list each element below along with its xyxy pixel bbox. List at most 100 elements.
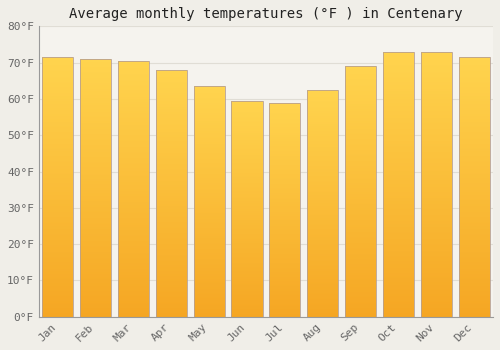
Bar	[383, 248, 414, 249]
Bar	[80, 130, 111, 131]
Bar	[80, 241, 111, 242]
Bar	[383, 136, 414, 138]
Bar	[232, 282, 262, 283]
Bar	[232, 274, 262, 275]
Bar	[270, 166, 300, 167]
Bar	[118, 185, 149, 186]
Bar	[458, 248, 490, 249]
Bar	[156, 140, 187, 141]
Bar	[458, 195, 490, 196]
Bar	[42, 226, 74, 227]
Bar	[118, 98, 149, 99]
Bar	[194, 122, 224, 123]
Bar	[307, 287, 338, 288]
Bar	[118, 204, 149, 205]
Bar	[80, 194, 111, 196]
Bar	[232, 250, 262, 251]
Bar	[232, 180, 262, 181]
Bar	[383, 86, 414, 88]
Bar	[270, 212, 300, 213]
Bar	[383, 265, 414, 266]
Bar	[42, 168, 74, 169]
Bar	[80, 143, 111, 144]
Bar	[80, 300, 111, 301]
Bar	[270, 253, 300, 254]
Bar	[270, 178, 300, 180]
Bar	[42, 130, 74, 131]
Bar	[345, 184, 376, 185]
Bar	[345, 309, 376, 310]
Bar	[42, 119, 74, 121]
Bar	[458, 222, 490, 223]
Bar	[80, 271, 111, 272]
Bar	[270, 124, 300, 125]
Bar	[383, 122, 414, 123]
Bar	[232, 261, 262, 262]
Bar	[156, 232, 187, 233]
Bar	[383, 246, 414, 248]
Bar	[383, 233, 414, 235]
Bar	[458, 194, 490, 195]
Bar	[80, 176, 111, 177]
Bar	[232, 268, 262, 269]
Bar	[156, 174, 187, 175]
Bar	[42, 149, 74, 150]
Bar	[383, 70, 414, 72]
Bar	[421, 209, 452, 211]
Bar	[156, 162, 187, 164]
Bar	[42, 138, 74, 139]
Bar	[118, 219, 149, 221]
Bar	[345, 121, 376, 122]
Bar	[118, 130, 149, 131]
Bar	[307, 211, 338, 212]
Bar	[156, 114, 187, 116]
Bar	[270, 295, 300, 296]
Bar	[421, 99, 452, 101]
Bar	[270, 104, 300, 105]
Bar	[383, 79, 414, 81]
Bar	[307, 242, 338, 243]
Bar	[421, 261, 452, 262]
Bar	[345, 75, 376, 76]
Bar	[421, 134, 452, 135]
Bar	[232, 128, 262, 129]
Bar	[42, 229, 74, 230]
Bar	[345, 173, 376, 174]
Bar	[421, 217, 452, 219]
Bar	[156, 183, 187, 185]
Bar	[421, 294, 452, 296]
Bar	[42, 195, 74, 196]
Bar	[232, 147, 262, 148]
Bar	[118, 270, 149, 271]
Bar	[383, 126, 414, 127]
Bar	[118, 190, 149, 191]
Bar	[232, 220, 262, 222]
Bar	[458, 178, 490, 179]
Bar	[307, 188, 338, 189]
Bar	[156, 266, 187, 267]
Bar	[345, 66, 376, 68]
Bar	[232, 269, 262, 270]
Bar	[270, 106, 300, 107]
Bar	[307, 139, 338, 140]
Bar	[80, 141, 111, 143]
Bar	[421, 239, 452, 240]
Bar	[270, 108, 300, 109]
Bar	[383, 156, 414, 158]
Bar	[307, 260, 338, 261]
Bar	[232, 211, 262, 212]
Bar	[345, 203, 376, 204]
Bar	[80, 169, 111, 170]
Bar	[383, 98, 414, 99]
Bar	[383, 190, 414, 191]
Bar	[80, 295, 111, 296]
Bar	[270, 197, 300, 198]
Bar	[156, 127, 187, 128]
Bar	[118, 231, 149, 232]
Bar	[80, 140, 111, 141]
Bar	[194, 195, 224, 196]
Bar	[118, 189, 149, 190]
Bar	[307, 306, 338, 307]
Bar	[270, 312, 300, 313]
Bar	[458, 308, 490, 309]
